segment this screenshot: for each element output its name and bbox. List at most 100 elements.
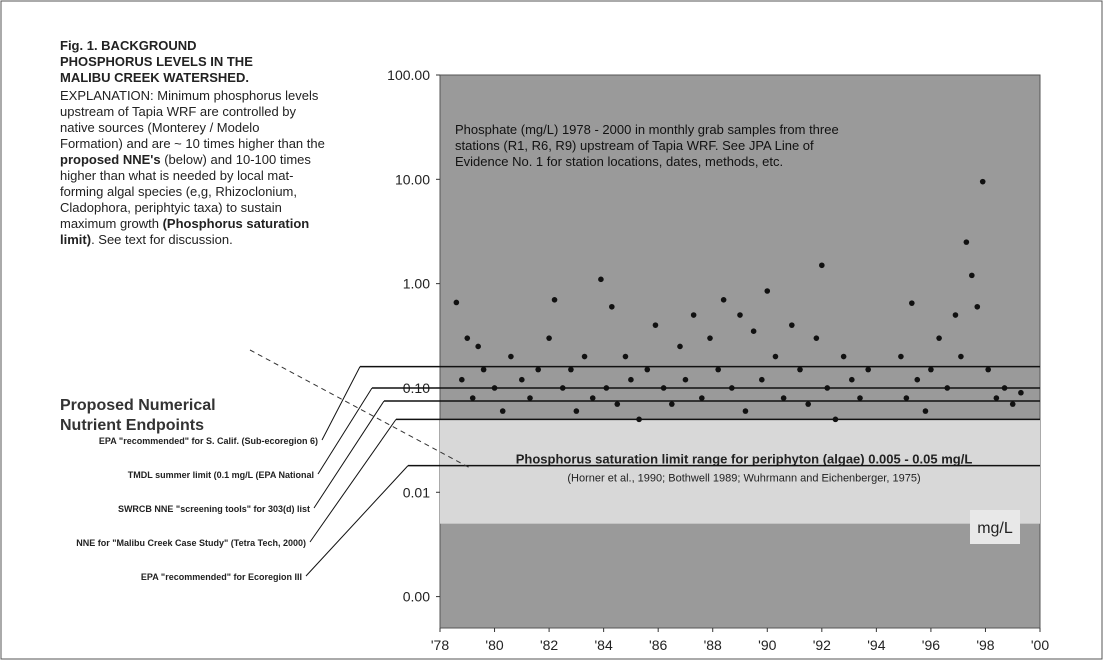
data-point xyxy=(849,376,855,383)
data-point xyxy=(805,401,811,407)
endpoint-connector xyxy=(305,465,409,577)
data-point xyxy=(720,296,727,303)
data-point xyxy=(898,353,904,360)
data-point xyxy=(969,272,975,279)
data-point xyxy=(660,385,667,391)
data-point xyxy=(903,395,910,401)
data-point xyxy=(459,376,465,383)
data-point xyxy=(527,395,533,401)
data-point xyxy=(857,395,863,401)
x-tick-label: '98 xyxy=(976,637,994,653)
data-point xyxy=(636,416,642,423)
endpoint-label: SWRCB NNE "screening tools" for 303(d) l… xyxy=(118,504,310,514)
endpoints-title: Proposed Numerical Nutrient Endpoints xyxy=(60,397,216,434)
explanation-part: proposed NNE's xyxy=(60,152,161,167)
data-point xyxy=(508,353,514,360)
x-tick-label: '82 xyxy=(540,637,558,653)
x-tick-label: '84 xyxy=(595,637,613,653)
data-point xyxy=(985,366,991,373)
data-point xyxy=(944,385,951,391)
data-point xyxy=(581,353,588,360)
data-point xyxy=(759,376,765,383)
data-point xyxy=(819,262,825,269)
data-point xyxy=(614,401,621,407)
x-tick-label: '96 xyxy=(922,637,940,653)
data-point xyxy=(789,322,795,328)
data-point xyxy=(958,353,964,360)
y-tick-label: 100.00 xyxy=(387,67,430,83)
data-point xyxy=(936,335,942,341)
data-point xyxy=(707,335,713,341)
y-tick-label: 10.00 xyxy=(395,171,430,187)
data-point xyxy=(780,395,787,401)
saturation-band xyxy=(440,419,1040,524)
endpoint-label: EPA "recommended" for Ecoregion III xyxy=(141,572,302,582)
pointer xyxy=(249,349,471,469)
data-point xyxy=(952,312,959,318)
x-tick-label: '88 xyxy=(704,637,722,653)
data-point xyxy=(865,366,871,373)
x-tick-label: '90 xyxy=(758,637,776,653)
data-point xyxy=(499,408,506,414)
data-point xyxy=(914,376,921,383)
saturation-label: Phosphorus saturation limit range for pe… xyxy=(516,451,973,466)
annotation: Phosphate (mg/L) 1978 - 2000 in monthly … xyxy=(455,122,839,169)
data-point xyxy=(573,408,580,414)
data-point xyxy=(979,178,986,185)
saturation-source: (Horner et al., 1990; Bothwell 1989; Wuh… xyxy=(567,472,920,484)
data-point xyxy=(559,385,566,391)
data-point xyxy=(1001,385,1008,391)
data-point xyxy=(922,408,929,414)
data-point xyxy=(974,303,981,310)
data-point xyxy=(699,395,705,401)
x-tick-label: '00 xyxy=(1031,637,1049,653)
data-point xyxy=(772,353,779,360)
data-point xyxy=(475,343,481,350)
endpoint-connector xyxy=(309,419,397,543)
endpoint-label: TMDL summer limit (0.1 mg/L (EPA Nationa… xyxy=(128,470,314,480)
data-point xyxy=(568,366,574,373)
data-point xyxy=(797,366,803,373)
data-point xyxy=(589,395,596,401)
data-point xyxy=(813,335,820,341)
data-point xyxy=(464,335,471,341)
data-point xyxy=(690,312,697,318)
data-point xyxy=(480,366,487,373)
unit-box xyxy=(970,510,1020,544)
data-point xyxy=(742,408,749,414)
data-point xyxy=(764,288,771,294)
data-point xyxy=(609,303,615,310)
data-point xyxy=(993,395,1000,401)
x-tick-label: '92 xyxy=(813,637,831,653)
endpoint-connector xyxy=(321,366,361,441)
data-point xyxy=(491,385,498,391)
endpoint-label: EPA "recommended" for S. Calif. (Sub-eco… xyxy=(99,436,318,446)
x-tick-label: '78 xyxy=(431,637,449,653)
data-point xyxy=(628,376,634,383)
data-point xyxy=(1009,401,1016,407)
data-point xyxy=(729,385,735,391)
explanation-part: (below) and 10-100 times higher than wha… xyxy=(60,152,311,231)
data-point xyxy=(603,385,610,391)
data-point xyxy=(909,300,915,306)
data-point xyxy=(963,239,970,245)
data-point xyxy=(750,328,757,335)
data-point xyxy=(1018,389,1024,396)
data-point xyxy=(644,366,651,373)
data-point xyxy=(824,385,831,391)
y-tick-label: 0.00 xyxy=(403,589,430,605)
endpoint-label: NNE for "Malibu Creek Case Study" (Tetra… xyxy=(76,538,306,548)
data-point xyxy=(840,353,847,360)
explanation-part: . See text for discussion. xyxy=(91,232,233,247)
x-tick-label: '86 xyxy=(649,637,667,653)
endpoint-connector xyxy=(317,387,373,475)
explanation: EXPLANATION: Minimum phosphorus levels u… xyxy=(60,88,325,248)
x-tick-label: '80 xyxy=(485,637,503,653)
explanation-part: (Phosphorus saturation limit) xyxy=(60,216,310,247)
x-tick-label: '94 xyxy=(867,637,885,653)
data-point xyxy=(551,296,558,303)
